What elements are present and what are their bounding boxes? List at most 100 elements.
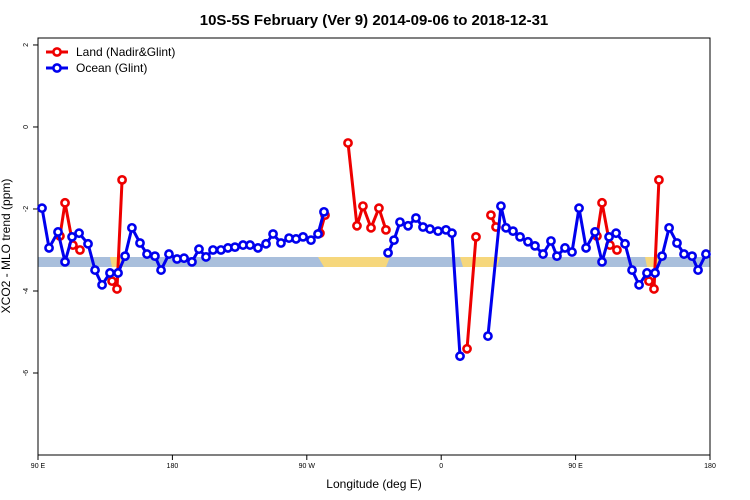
y-axis-label: XCO2 - MLO trend (ppm)	[0, 179, 13, 314]
x-tick-label: 0	[439, 463, 443, 470]
y-tick-label: 2	[23, 43, 30, 47]
data-point	[53, 227, 63, 237]
x-axis-label: Longitude (deg E)	[326, 477, 421, 491]
data-point	[657, 251, 667, 262]
data-point	[634, 279, 644, 290]
data-point	[208, 245, 218, 255]
x-tick-label: 90 W	[299, 463, 316, 470]
data-point	[313, 229, 323, 239]
legend-marker	[52, 63, 62, 73]
data-point	[343, 138, 353, 148]
data-point	[253, 243, 263, 253]
data-point	[462, 343, 472, 354]
data-point	[508, 226, 518, 237]
y-tick-label: -4	[23, 288, 30, 294]
data-point	[496, 201, 506, 212]
data-point	[97, 279, 107, 290]
data-point	[455, 351, 465, 362]
data-point	[620, 238, 630, 249]
data-point	[560, 243, 570, 253]
band-land	[318, 257, 390, 267]
data-point	[395, 217, 405, 228]
data-point	[156, 265, 166, 275]
data-point	[261, 238, 271, 249]
data-point	[194, 244, 204, 255]
data-point	[425, 224, 435, 234]
data-point	[483, 331, 493, 341]
data-point	[105, 268, 115, 278]
y-tick-label: -6	[23, 370, 30, 376]
x-tick-label: 180	[704, 463, 716, 470]
data-point	[389, 235, 399, 246]
data-point	[60, 197, 70, 208]
data-point	[352, 220, 362, 231]
data-point	[74, 228, 84, 239]
data-point	[142, 249, 152, 259]
data-point	[83, 238, 93, 249]
data-point	[150, 251, 160, 262]
y-tick-label: 0	[23, 125, 30, 129]
plot-frame	[37, 37, 711, 456]
data-point	[179, 253, 189, 264]
data-point	[567, 247, 577, 257]
data-point	[276, 238, 286, 248]
data-point	[37, 203, 47, 214]
data-point	[75, 245, 85, 255]
data-point	[672, 238, 682, 248]
data-point	[447, 228, 457, 239]
legend-label: Ocean (Glint)	[76, 61, 147, 75]
data-point	[649, 284, 659, 294]
data-point	[67, 231, 77, 242]
data-point	[515, 231, 525, 242]
data-point	[374, 203, 384, 214]
data-point	[581, 243, 591, 253]
data-point	[120, 251, 130, 262]
data-point	[60, 256, 70, 267]
data-point	[366, 222, 376, 233]
data-point	[644, 276, 654, 287]
data-point	[687, 251, 697, 262]
data-point	[113, 268, 123, 278]
data-point	[650, 268, 660, 278]
data-point	[701, 249, 711, 259]
data-point	[627, 265, 637, 275]
legend-marker	[52, 47, 62, 57]
data-point	[693, 265, 703, 275]
data-point	[642, 268, 652, 278]
data-point	[611, 228, 621, 239]
data-point	[403, 220, 413, 231]
data-point	[381, 224, 391, 235]
data-point	[597, 197, 607, 208]
y-tick-label: -2	[23, 206, 30, 212]
data-point	[574, 203, 584, 214]
data-point	[590, 227, 600, 237]
x-tick-label: 90 E	[31, 463, 46, 470]
data-point	[187, 256, 197, 267]
data-point	[612, 245, 622, 255]
data-point	[471, 231, 481, 242]
data-point	[486, 210, 496, 221]
data-point	[306, 235, 316, 246]
data-point	[268, 229, 278, 239]
data-point	[433, 226, 443, 237]
data-point	[135, 238, 145, 248]
data-point	[245, 240, 255, 250]
data-point	[107, 276, 117, 287]
data-point	[604, 231, 614, 242]
data-point	[679, 249, 689, 259]
data-point	[523, 236, 533, 247]
data-point	[546, 236, 556, 246]
data-point	[112, 284, 122, 294]
data-point	[530, 240, 540, 251]
chart-title: 10S-5S February (Ver 9) 2014-09-06 to 20…	[200, 12, 549, 29]
data-point	[552, 251, 562, 262]
data-point	[383, 247, 393, 258]
data-point	[117, 174, 127, 185]
data-point	[654, 174, 664, 185]
data-point	[298, 231, 308, 242]
data-point	[164, 249, 174, 259]
data-point	[411, 213, 421, 223]
data-point	[597, 256, 607, 267]
surface-band	[38, 257, 710, 267]
